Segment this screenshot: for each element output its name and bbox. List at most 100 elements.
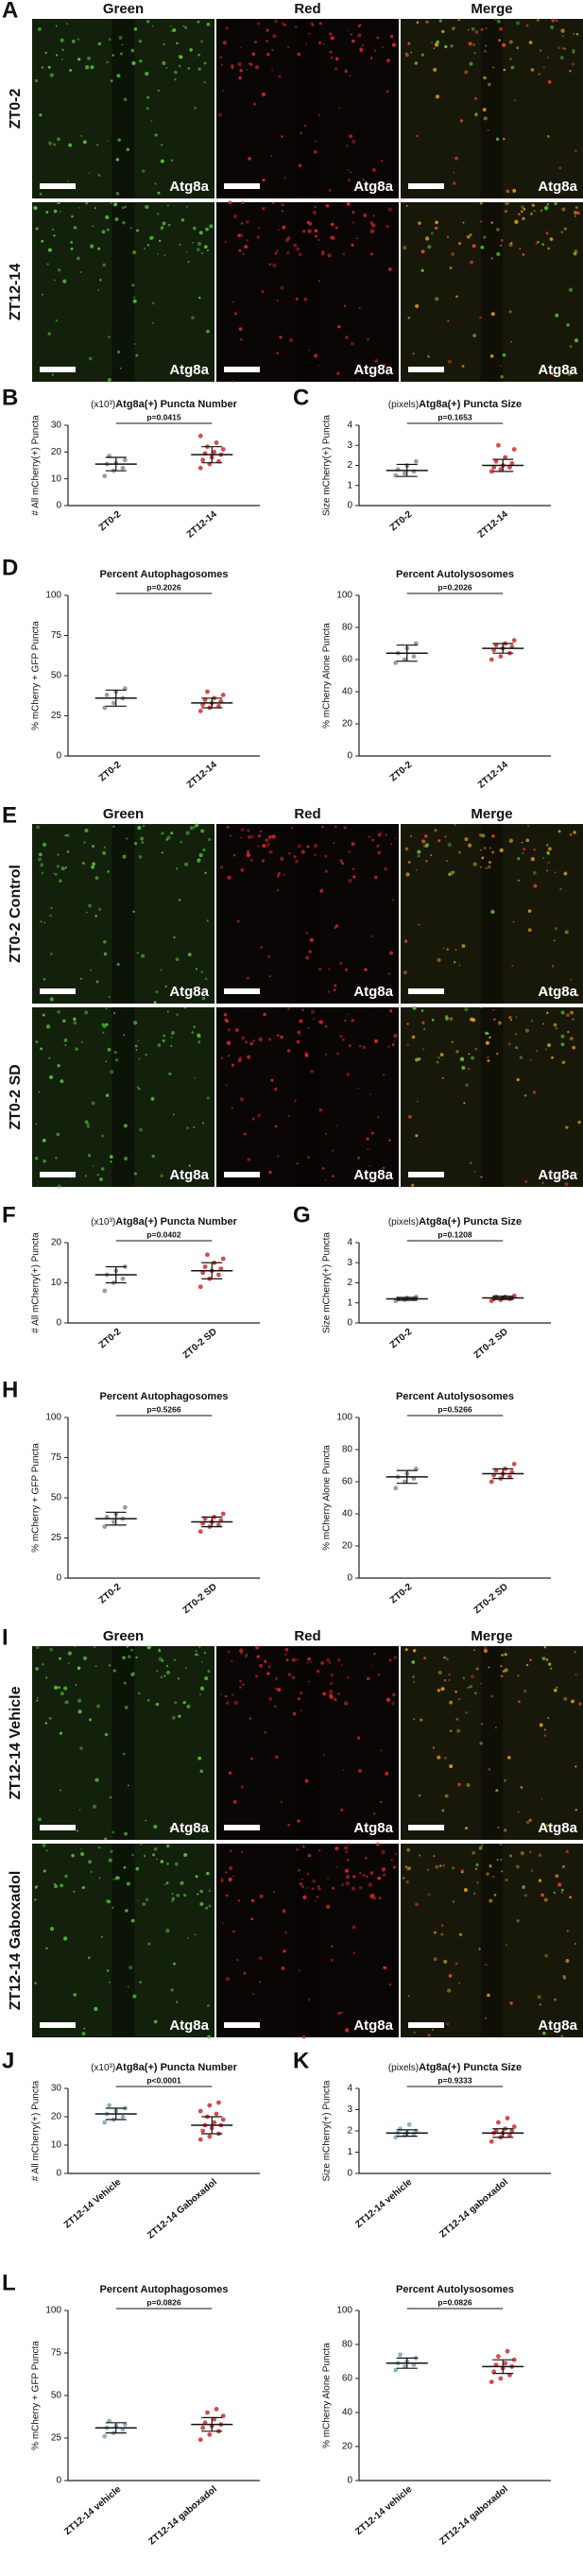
- speckle: [362, 179, 365, 181]
- speckle: [40, 1047, 43, 1051]
- image-tag: Atg8a: [169, 362, 209, 378]
- speckle: [47, 65, 51, 69]
- speckle: [157, 213, 160, 215]
- speckle: [483, 847, 487, 850]
- speckle: [327, 1877, 329, 1880]
- speckle: [297, 1030, 300, 1035]
- speckle: [374, 49, 377, 52]
- speckle: [94, 875, 99, 880]
- speckle: [510, 65, 515, 70]
- speckle: [423, 834, 428, 838]
- speckle: [407, 317, 411, 319]
- speckle: [547, 247, 550, 250]
- speckle: [152, 1853, 156, 1857]
- speckle: [309, 937, 314, 942]
- speckle: [130, 1648, 133, 1652]
- speckle: [262, 207, 265, 210]
- speckle: [64, 867, 67, 869]
- speckle: [44, 51, 47, 55]
- data-point: [406, 2121, 412, 2127]
- speckle: [496, 19, 502, 24]
- speckle: [415, 303, 420, 309]
- speckle: [343, 1846, 349, 1850]
- speckle: [500, 375, 504, 379]
- speckle: [276, 889, 280, 892]
- speckle: [277, 229, 280, 232]
- speckle: [174, 1701, 178, 1705]
- speckle: [161, 1658, 164, 1662]
- chart-title: (pixels)Atg8a(+) Puncta Size: [388, 1216, 522, 1228]
- speckle: [473, 1649, 476, 1652]
- data-point: [202, 1264, 208, 1269]
- y-tick-label: 20: [342, 2442, 353, 2452]
- speckle: [292, 1711, 297, 1716]
- data-point: [218, 1266, 224, 1272]
- speckle: [103, 952, 108, 956]
- speckle: [370, 935, 373, 938]
- speckle: [300, 131, 303, 135]
- panel-letter: J: [2, 2048, 14, 2073]
- speckle: [299, 1881, 303, 1886]
- speckle: [274, 252, 277, 255]
- speckle: [146, 1645, 151, 1650]
- speckle: [70, 241, 74, 244]
- speckle: [183, 1006, 186, 1009]
- speckle: [480, 245, 485, 249]
- data-point: [102, 2433, 108, 2439]
- speckle: [351, 1019, 355, 1022]
- speckle: [49, 1927, 55, 1932]
- data-point: [507, 465, 512, 471]
- speckle: [137, 1692, 141, 1695]
- speckle: [473, 1170, 476, 1173]
- speckle: [97, 1846, 101, 1849]
- speckle: [238, 327, 243, 332]
- speckle: [371, 1664, 373, 1667]
- speckle: [264, 1659, 267, 1663]
- speckle: [326, 1904, 331, 1909]
- speckle: [444, 1016, 450, 1021]
- speckle: [542, 2031, 546, 2035]
- speckle: [200, 40, 203, 43]
- chart-title: (x10³)Atg8a(+) Puncta Number: [91, 399, 238, 410]
- speckle: [450, 44, 454, 48]
- speckle: [547, 1662, 552, 1666]
- image-tag: Atg8a: [538, 179, 577, 195]
- speckle: [352, 139, 356, 144]
- speckle: [407, 1866, 412, 1870]
- speckle: [403, 970, 407, 975]
- midline: [480, 202, 504, 382]
- speckle: [485, 1964, 488, 1966]
- speckle: [576, 211, 580, 215]
- speckle: [78, 1809, 81, 1812]
- speckle: [297, 1819, 300, 1823]
- speckle: [516, 1918, 520, 1923]
- y-tick-label: 0: [56, 2169, 61, 2179]
- speckle: [246, 68, 249, 71]
- speckle: [63, 1686, 68, 1691]
- speckle: [386, 225, 389, 229]
- speckle: [307, 1657, 312, 1661]
- speckle: [267, 1665, 271, 1669]
- speckle: [535, 243, 538, 246]
- speckle: [393, 1034, 398, 1039]
- data-point: [496, 2354, 501, 2360]
- speckle: [157, 89, 160, 93]
- speckle: [487, 865, 491, 869]
- speckle: [35, 1667, 40, 1671]
- data-point: [503, 455, 508, 460]
- image-tag: Atg8a: [169, 2018, 209, 2034]
- speckle: [554, 201, 557, 206]
- speckle: [317, 1885, 320, 1888]
- speckle: [127, 1655, 131, 1658]
- speckle: [231, 1693, 234, 1696]
- data-point: [102, 2120, 108, 2125]
- speckle: [376, 846, 379, 848]
- speckle: [330, 1673, 334, 1677]
- speckle: [287, 45, 290, 48]
- speckle: [511, 965, 514, 968]
- speckle: [173, 936, 176, 939]
- speckle: [386, 90, 389, 94]
- speckle: [302, 1845, 305, 1848]
- speckle: [64, 833, 67, 837]
- speckle: [108, 1981, 111, 1984]
